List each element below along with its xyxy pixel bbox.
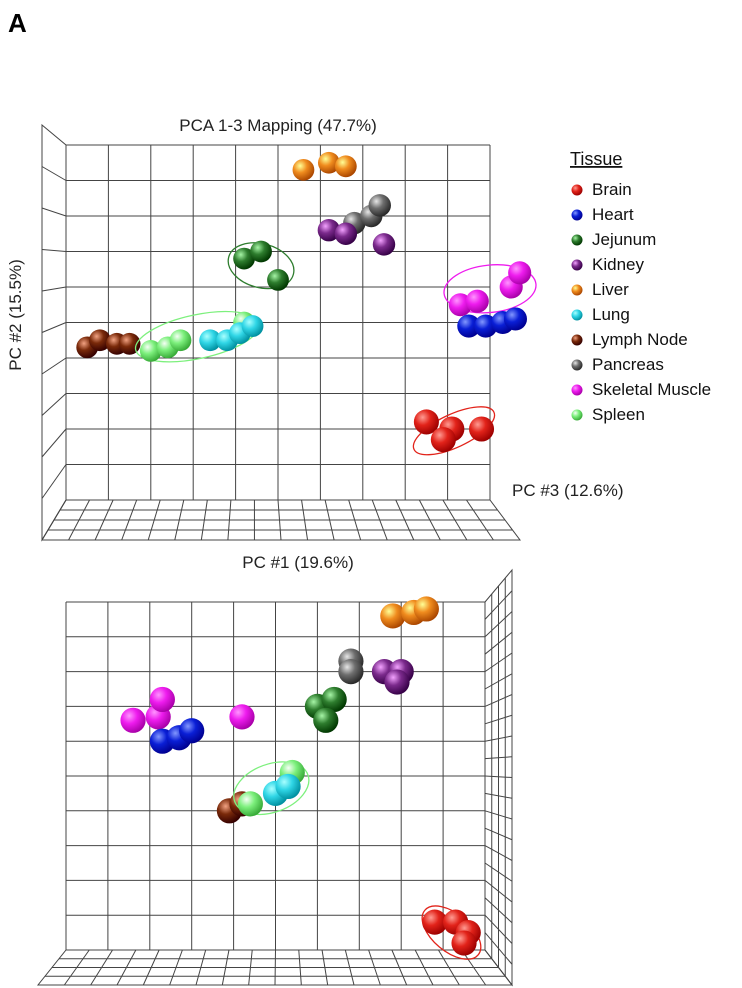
data-point <box>413 409 439 435</box>
plot-top-x-label: PC #1 (19.6%) <box>242 553 354 572</box>
panel-label: A <box>8 8 27 38</box>
data-point <box>317 218 341 242</box>
plot-top-z-label: PC #3 (12.6%) <box>512 481 624 500</box>
legend-label: Heart <box>592 205 634 224</box>
cluster-ellipse <box>443 264 537 314</box>
legend-marker <box>571 334 583 346</box>
data-point <box>241 315 264 337</box>
legend-label: Pancreas <box>592 355 664 374</box>
grid-line <box>41 166 67 181</box>
data-point <box>465 289 489 313</box>
legend-marker <box>571 209 583 221</box>
data-point <box>199 329 222 352</box>
legend-item: Lung <box>571 305 630 324</box>
grid-line <box>41 357 67 375</box>
legend-item: Kidney <box>571 255 644 274</box>
data-point <box>451 930 477 956</box>
data-point <box>338 659 364 685</box>
legend-item: Skeletal Muscle <box>571 380 711 399</box>
grid-wall <box>41 123 67 542</box>
data-point <box>118 332 141 355</box>
legend-marker <box>571 359 583 371</box>
data-point <box>372 233 396 256</box>
legend-item: Lymph Node <box>571 330 688 349</box>
data-point <box>422 909 448 935</box>
data-point <box>120 707 146 733</box>
data-point <box>468 416 495 442</box>
data-point <box>267 269 289 291</box>
legend-label: Lymph Node <box>592 330 688 349</box>
legend-marker <box>571 284 583 296</box>
legend-item: Brain <box>571 180 632 199</box>
cluster-ellipse <box>233 761 310 816</box>
data-point <box>250 240 272 263</box>
legend-label: Jejunum <box>592 230 656 249</box>
legend-marker <box>571 384 583 396</box>
data-point <box>334 222 358 245</box>
data-point <box>413 596 439 622</box>
data-point <box>313 707 339 733</box>
plot-top-points <box>76 151 537 456</box>
plot-bottom-points <box>120 596 482 960</box>
plot-top-title: PCA 1-3 Mapping (47.7%) <box>179 116 377 135</box>
legend-label: Lung <box>592 305 630 324</box>
legend-marker <box>571 309 583 321</box>
data-point <box>457 314 481 338</box>
data-point <box>89 329 111 352</box>
pca-plot-top: PCA 1-3 Mapping (47.7%) PC #1 (19.6%) PC… <box>6 116 624 572</box>
legend-label: Liver <box>592 280 629 299</box>
grid-line <box>41 286 67 292</box>
grid-line <box>41 249 67 252</box>
data-point <box>237 791 263 817</box>
data-point <box>149 686 175 713</box>
data-point <box>334 155 357 178</box>
legend-label: Brain <box>592 180 632 199</box>
data-point <box>321 686 347 713</box>
plot-top-grid <box>41 123 521 542</box>
legend-item: Jejunum <box>571 230 656 249</box>
legend-label: Kidney <box>592 255 644 274</box>
data-point <box>508 261 532 285</box>
data-point <box>384 669 410 695</box>
grid-line <box>41 393 67 416</box>
legend-marker <box>571 234 583 246</box>
pca-plot-bottom <box>36 568 514 987</box>
legend-marker <box>571 184 583 196</box>
grid-line <box>41 207 67 217</box>
plot-top-y-label: PC #2 (15.5%) <box>6 259 25 371</box>
cluster-ellipse <box>412 406 496 456</box>
data-point <box>169 329 192 352</box>
data-point <box>503 307 527 331</box>
legend-label: Spleen <box>592 405 645 424</box>
data-point <box>233 247 255 270</box>
legend-item: Heart <box>571 205 634 224</box>
legend-marker <box>571 409 583 421</box>
grid-line <box>41 322 67 333</box>
legend-item: Pancreas <box>571 355 664 374</box>
data-point <box>292 158 315 181</box>
data-point <box>179 718 205 744</box>
legend-marker <box>571 259 583 271</box>
legend-item: Liver <box>571 280 629 299</box>
data-point <box>139 340 162 362</box>
legend-item: Spleen <box>571 405 645 424</box>
grid-line <box>41 428 67 458</box>
data-point <box>380 603 406 629</box>
grid-line <box>41 464 67 499</box>
plot-bottom-grid <box>36 568 514 987</box>
data-point <box>229 704 255 730</box>
data-point <box>275 773 301 800</box>
data-point <box>430 427 456 453</box>
legend-title: Tissue <box>570 149 622 169</box>
data-point <box>317 151 340 174</box>
legend: Tissue Brain Heart Jejunum Kidney Liver Lung L… <box>570 149 711 424</box>
legend-label: Skeletal Muscle <box>592 380 711 399</box>
data-point <box>368 194 391 217</box>
